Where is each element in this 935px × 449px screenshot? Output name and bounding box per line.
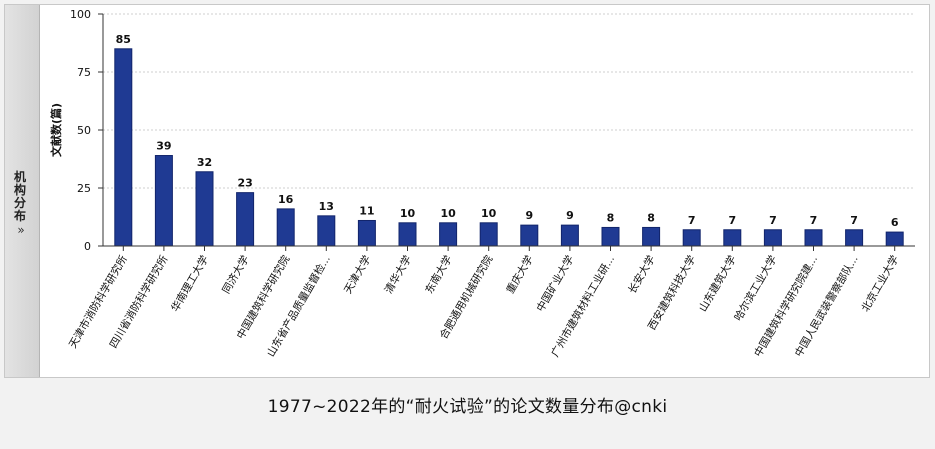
- bar-value-label: 7: [850, 214, 858, 227]
- bar-value-label: 23: [237, 177, 252, 190]
- bar[interactable]: [276, 208, 295, 247]
- x-tick-label: 天津大学: [341, 253, 373, 296]
- bar[interactable]: [317, 215, 336, 247]
- x-tick-label: 东南大学: [422, 253, 454, 296]
- gridlines: [103, 13, 915, 189]
- y-tick-label: 100: [70, 8, 91, 21]
- x-tick-label: 华南理工大学: [168, 253, 211, 314]
- bar[interactable]: [195, 171, 214, 247]
- bar[interactable]: [723, 229, 742, 247]
- bar[interactable]: [236, 192, 255, 247]
- bar-value-label: 13: [319, 200, 334, 213]
- bar-value-label: 10: [440, 207, 456, 220]
- bars: 85 39 32 23 16 13 11 10 10 10 9 9 8 8 7 7 7 7 7 6: [114, 33, 904, 247]
- bar[interactable]: [642, 226, 661, 247]
- side-tab-label: 机构分布: [13, 170, 26, 223]
- x-tick-label: 哈尔滨工业大学: [731, 253, 779, 323]
- bar-value-label: 8: [607, 211, 615, 224]
- x-tick-label: 同济大学: [219, 253, 251, 296]
- y-tick-label: 25: [77, 182, 91, 195]
- bar-value-label: 10: [400, 207, 416, 220]
- bar-value-label: 39: [156, 140, 171, 153]
- bar-value-label: 6: [891, 216, 899, 229]
- bar-value-label: 7: [688, 214, 696, 227]
- bar[interactable]: [601, 226, 620, 247]
- expand-chevron-icon[interactable]: »: [17, 223, 25, 237]
- x-tick-label: 北京工业大学: [859, 253, 902, 314]
- bar[interactable]: [439, 222, 458, 247]
- bar[interactable]: [845, 229, 864, 247]
- y-tick-label: 0: [84, 240, 91, 253]
- bar[interactable]: [479, 222, 498, 247]
- bar[interactable]: [804, 229, 823, 247]
- y-axis-label: 文献数(篇): [49, 103, 63, 157]
- bar-value-label: 8: [647, 211, 655, 224]
- bar-chart: 0 25 50 75 100 文献数(篇) 85 39 32 23 16 13 11 10 10 10 9 9…: [49, 8, 915, 359]
- y-axis: 0 25 50 75 100: [70, 8, 104, 253]
- bar[interactable]: [357, 219, 376, 247]
- bar[interactable]: [885, 231, 904, 247]
- bar-value-label: 7: [728, 214, 736, 227]
- bar-value-label: 16: [278, 193, 294, 206]
- bar[interactable]: [560, 224, 579, 247]
- bar-value-label: 85: [116, 33, 131, 46]
- bar[interactable]: [154, 155, 173, 247]
- bar[interactable]: [763, 229, 782, 247]
- bar-value-label: 7: [769, 214, 777, 227]
- bar-value-label: 7: [810, 214, 818, 227]
- x-tick-label: 中国矿业大学: [534, 253, 577, 314]
- x-tick-label: 重庆大学: [504, 253, 536, 296]
- y-tick-label: 75: [77, 66, 91, 79]
- bar[interactable]: [520, 224, 539, 247]
- x-tick-label: 长安大学: [625, 253, 657, 296]
- bar-value-label: 9: [525, 209, 533, 222]
- bar-value-label: 11: [359, 204, 374, 217]
- chart-caption: 1977~2022年的“耐火试验”的论文数量分布@cnki: [267, 397, 668, 417]
- bar[interactable]: [114, 48, 133, 247]
- bar[interactable]: [682, 229, 701, 247]
- x-tick-label: 山东建筑大学: [696, 253, 739, 314]
- bar-value-label: 9: [566, 209, 574, 222]
- y-tick-label: 50: [77, 124, 91, 137]
- x-tick-label: 清华大学: [382, 253, 414, 296]
- side-tab-institution-distribution[interactable]: 机构分布 »: [5, 5, 40, 377]
- bar[interactable]: [398, 222, 417, 247]
- bar-value-label: 32: [197, 156, 212, 169]
- bar-value-label: 10: [481, 207, 497, 220]
